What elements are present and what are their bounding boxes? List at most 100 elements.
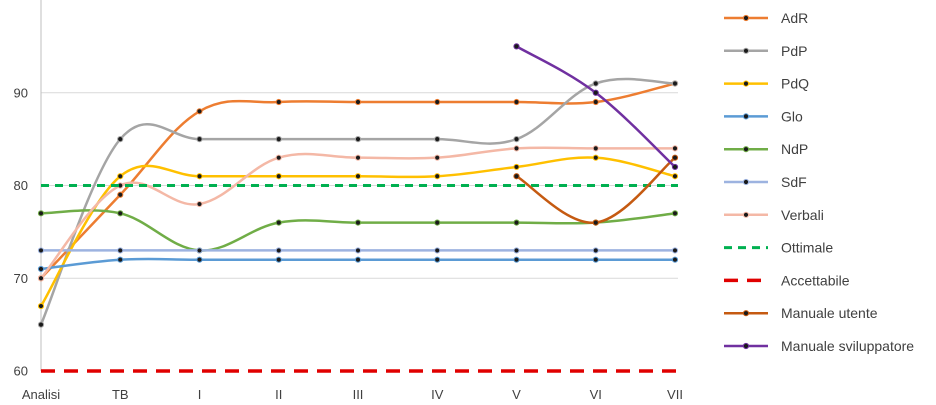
data-point (354, 256, 362, 263)
data-point (37, 321, 45, 328)
legend-item-verbali: Verbali (724, 207, 824, 223)
legend-label: Manuale sviluppatore (781, 338, 914, 354)
data-point (513, 247, 520, 254)
legend-item-pdp: PdP (724, 43, 807, 59)
series-glo (37, 256, 679, 273)
data-point (354, 98, 362, 106)
data-point (513, 98, 520, 106)
data-point (592, 89, 599, 96)
data-point (671, 145, 679, 152)
data-point (592, 247, 599, 254)
data-point (513, 219, 520, 226)
legend-item-ottimale: Ottimale (724, 240, 833, 256)
data-point (671, 256, 679, 263)
data-point (37, 275, 45, 282)
data-point (513, 256, 520, 263)
data-point (196, 136, 203, 143)
data-point (513, 43, 520, 50)
legend-marker (742, 113, 750, 120)
legend-label: AdR (781, 10, 808, 26)
series-line-ndp (39, 209, 677, 252)
data-point (196, 256, 203, 263)
legend-label: Verbali (781, 207, 824, 223)
y-tick-label: 90 (14, 85, 28, 100)
data-point (275, 136, 282, 143)
x-tick-label: II (275, 387, 282, 402)
legend-label: PdP (781, 43, 807, 59)
legend-item-accettabile: Accettabile (724, 272, 850, 288)
x-tick-label: TB (112, 387, 129, 402)
data-point (275, 219, 282, 226)
data-point (354, 154, 362, 161)
legend-item-ndp: NdP (724, 141, 808, 157)
data-point (117, 136, 124, 143)
y-tick-label: 70 (14, 271, 28, 286)
legend-item-manuale-sviluppatore: Manuale sviluppatore (724, 338, 914, 354)
x-tick-label: VI (590, 387, 602, 402)
data-point (434, 98, 441, 106)
legend-marker (742, 14, 750, 22)
data-point (117, 210, 124, 217)
data-point (117, 256, 124, 263)
data-point (592, 256, 599, 263)
legend-item-sdf: SdF (724, 174, 807, 190)
legend-item-manuale-utente: Manuale utente (724, 305, 878, 321)
data-point (671, 173, 679, 180)
data-point (196, 108, 203, 115)
data-point (592, 145, 599, 152)
data-point (117, 247, 124, 254)
data-point (354, 219, 362, 226)
data-point (37, 210, 45, 217)
x-tick-label: V (512, 387, 521, 402)
data-point (37, 265, 45, 273)
legend-label: SdF (781, 174, 807, 190)
legend-label: Manuale utente (781, 305, 878, 321)
series-ndp (37, 209, 679, 254)
x-tick-label: Analisi (22, 387, 60, 402)
series-layer (37, 43, 679, 373)
legend-item-glo: Glo (724, 108, 803, 124)
data-point (434, 256, 441, 263)
series-manuale-utente (513, 154, 679, 226)
legend-label: NdP (781, 141, 808, 157)
data-point (671, 210, 679, 217)
data-point (434, 247, 441, 254)
legend-item-pdq: PdQ (724, 76, 809, 92)
data-point (354, 247, 362, 254)
data-point (37, 247, 45, 254)
x-tick-label: IV (431, 387, 444, 402)
y-axis-ticks: 60 70 80 90 (14, 85, 28, 378)
series-pdp (37, 77, 679, 328)
data-point (434, 136, 441, 143)
legend-marker (742, 80, 750, 87)
data-point (275, 173, 282, 180)
data-point (513, 163, 520, 171)
data-point (434, 219, 441, 226)
x-tick-label: VII (667, 387, 683, 402)
data-point (671, 154, 679, 161)
data-point (275, 247, 282, 254)
data-point (592, 154, 599, 161)
series-line-pdq (39, 156, 677, 308)
data-point (513, 136, 520, 143)
data-point (275, 98, 282, 106)
x-tick-label: III (353, 387, 364, 402)
series-line-manuale-utente (515, 156, 677, 224)
data-point (117, 173, 124, 180)
legend-item-adr: AdR (724, 10, 808, 26)
series-sdf (37, 247, 679, 254)
y-tick-label: 60 (14, 364, 28, 379)
legend-marker (742, 310, 750, 317)
data-point (592, 98, 599, 106)
data-point (117, 191, 124, 198)
data-point (196, 173, 203, 180)
legend-marker (742, 47, 750, 54)
data-point (354, 173, 362, 180)
legend-marker (742, 146, 750, 153)
legend: AdR PdP PdQ Glo NdP SdF Verbali Ottimale Accetta… (724, 10, 914, 354)
data-point (671, 80, 679, 87)
data-point (196, 200, 203, 208)
series-line-adr (39, 82, 677, 280)
data-point (592, 219, 599, 226)
